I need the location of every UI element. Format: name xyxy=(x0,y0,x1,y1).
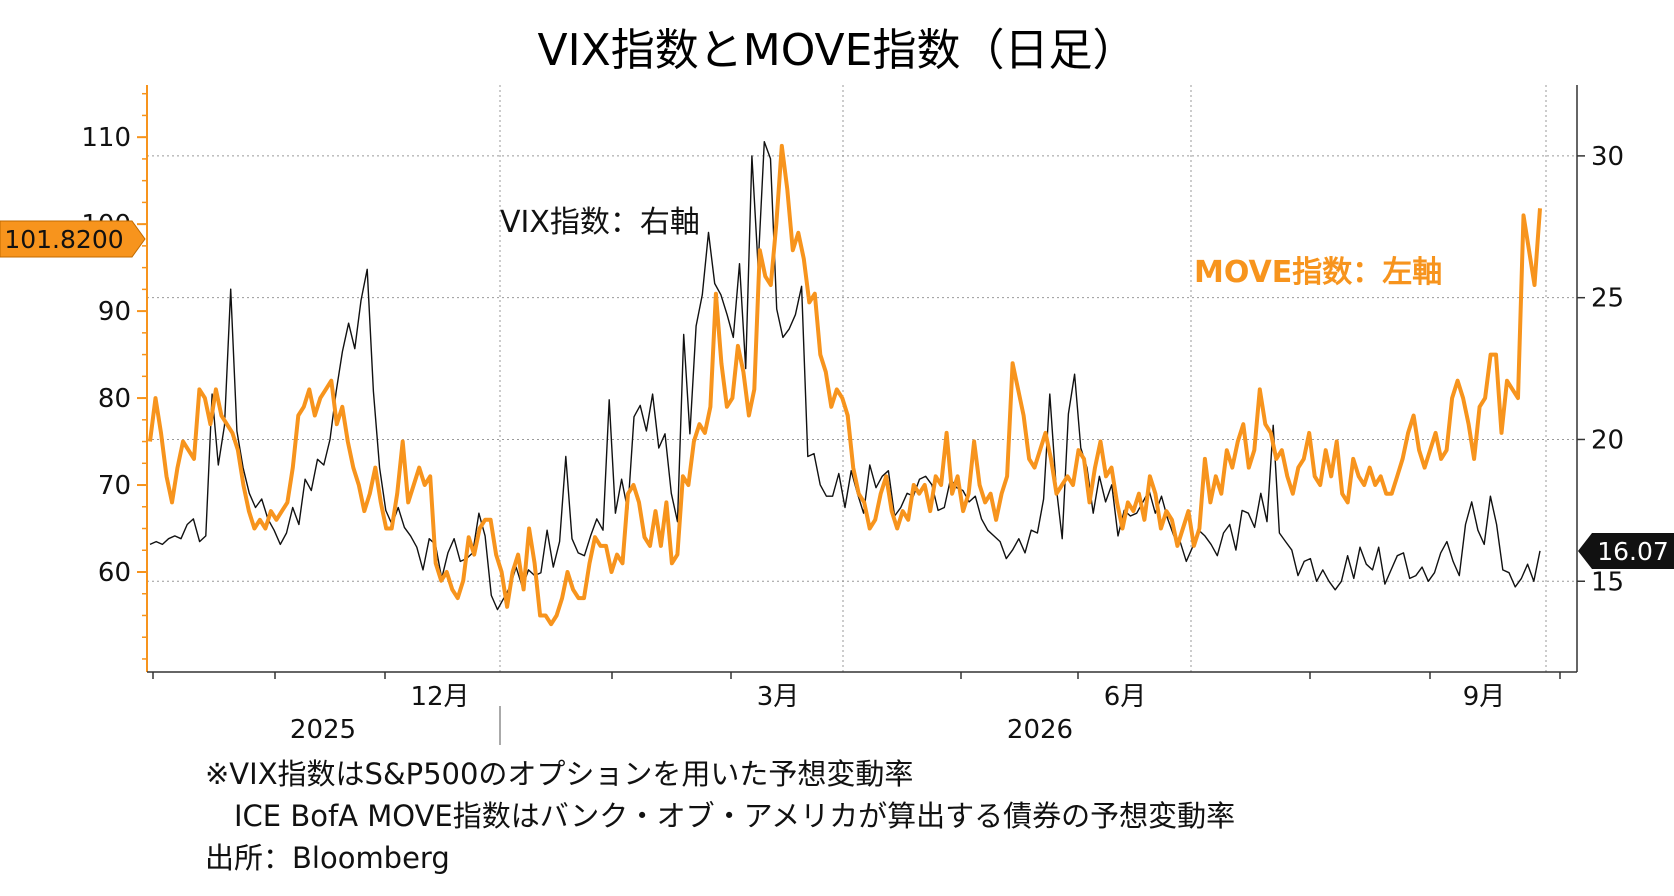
left-tick-label: 70 xyxy=(98,471,131,501)
year-label: 2025 xyxy=(290,715,356,745)
move-series-line xyxy=(148,143,1542,627)
x-tick-label: 12月 xyxy=(410,682,469,712)
x-tick-label: 6月 xyxy=(1104,682,1147,712)
left-tick-label: 110 xyxy=(81,123,131,153)
x-tick-label: 9月 xyxy=(1463,682,1506,712)
left-tick-label: 90 xyxy=(98,297,131,327)
gridlines xyxy=(147,85,1577,672)
x-tick-label: 3月 xyxy=(757,682,800,712)
left-tick-label: 60 xyxy=(98,558,131,588)
footnote-source: 出所：Bloomberg xyxy=(205,841,450,875)
right-tick-label: 25 xyxy=(1591,284,1624,314)
last-value-left-flag: 101.8200 xyxy=(0,220,146,258)
vix-series-line xyxy=(149,140,1541,611)
x-axis-ticks: 12月 3月 6月 9月 2025 2026 xyxy=(152,672,1561,745)
vix-axis-annotation: VIX指数：右軸 xyxy=(500,205,700,240)
right-tick-label: 15 xyxy=(1591,567,1624,597)
chart-title: VIX指数とMOVE指数（日足） xyxy=(538,25,1137,76)
right-axis-ticks: 15 20 25 30 xyxy=(1577,142,1624,597)
right-tick-label: 30 xyxy=(1591,142,1624,172)
left-tick-label: 80 xyxy=(98,384,131,414)
last-value-right-flag: 16.07 xyxy=(1578,533,1674,569)
right-tick-label: 20 xyxy=(1591,425,1624,455)
move-axis-annotation: MOVE指数：左軸 xyxy=(1194,255,1442,290)
year-label: 2026 xyxy=(1007,715,1073,745)
last-value-right: 16.07 xyxy=(1597,537,1669,566)
footnote-vix: ※VIX指数はS&P500のオプションを用いた予想変動率 xyxy=(205,757,914,791)
footnote-move: ICE BofA MOVE指数はバンク・オブ・アメリカが算出する債券の予想変動率 xyxy=(205,799,1236,833)
last-value-left: 101.8200 xyxy=(4,225,123,254)
series-lines xyxy=(148,140,1542,627)
left-axis-ticks: 60708090100110 xyxy=(81,92,147,660)
